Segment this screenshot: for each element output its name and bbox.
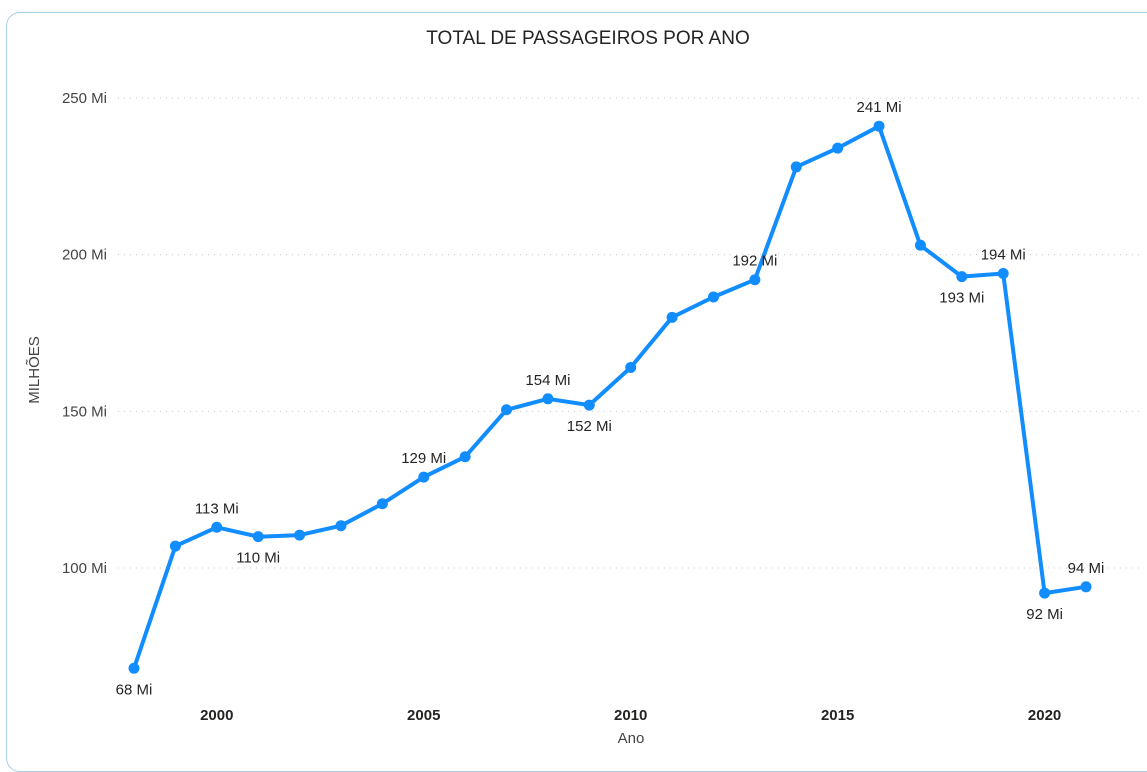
y-axis-ticks: 100 Mi 150 Mi 200 Mi 250 Mi [62, 90, 107, 577]
data-point-2004 [376, 498, 388, 510]
data-label-2013: 192 Mi [732, 253, 777, 270]
x-tick-label: 2015 [821, 707, 854, 724]
data-point-2021 [1080, 581, 1092, 593]
data-label-2019: 194 Mi [981, 246, 1026, 263]
data-point-2017 [914, 239, 926, 251]
data-point-1999 [169, 540, 181, 552]
data-label-2008: 154 Mi [525, 372, 570, 389]
data-point-2013 [749, 274, 761, 286]
data-point-2016 [873, 120, 885, 132]
data-label-2001: 110 Mi [236, 550, 280, 567]
data-label-2018: 193 Mi [939, 290, 984, 307]
data-point-2002 [294, 529, 306, 541]
x-tick-label: 2000 [200, 707, 233, 724]
data-point-2009 [583, 399, 595, 411]
x-tick-label: 2020 [1028, 707, 1061, 724]
data-label-2020: 92 Mi [1026, 606, 1063, 623]
data-labels: 68 Mi 113 Mi 110 Mi 129 Mi 154 Mi 152 Mi 192 M… [116, 99, 1105, 698]
x-tick-label: 2010 [614, 707, 647, 724]
series-passageiros [128, 120, 1092, 674]
data-point-1998 [128, 662, 140, 674]
x-tick-label: 2005 [407, 707, 440, 724]
data-label-2021: 94 Mi [1068, 560, 1105, 577]
data-label-2009: 152 Mi [567, 418, 612, 435]
chart-title: TOTAL DE PASSAGEIROS POR ANO [426, 28, 749, 49]
y-axis-title: MILHÕES [26, 336, 43, 404]
series-line [132, 124, 1088, 671]
data-label-2005: 129 Mi [401, 450, 446, 467]
data-point-2018 [956, 271, 968, 283]
data-point-2003 [335, 520, 347, 532]
data-point-2007 [501, 404, 513, 416]
data-point-2020 [1039, 587, 1051, 599]
data-point-2008 [542, 393, 554, 405]
data-point-2012 [707, 291, 719, 303]
data-point-2000 [211, 521, 223, 533]
data-point-2015 [832, 142, 844, 154]
data-point-2006 [459, 451, 471, 463]
x-axis-title: Ano [618, 730, 645, 747]
y-tick-label: 100 Mi [62, 560, 107, 577]
data-point-2005 [418, 471, 430, 483]
line-chart: TOTAL DE PASSAGEIROS POR ANO 100 Mi 150 M… [26, 28, 1140, 747]
gridlines [118, 97, 1140, 569]
data-label-2000: 113 Mi [195, 500, 239, 517]
data-point-2001 [252, 531, 264, 543]
data-label-1998: 68 Mi [116, 681, 153, 698]
y-tick-label: 150 Mi [62, 403, 107, 420]
data-point-2010 [625, 361, 637, 373]
data-point-2011 [666, 311, 678, 323]
y-tick-label: 200 Mi [62, 247, 107, 264]
y-tick-label: 250 Mi [62, 90, 107, 107]
x-axis-ticks: 2000 2005 2010 2015 2020 [200, 707, 1061, 724]
data-point-2014 [790, 161, 802, 173]
chart-card [6, 12, 1147, 772]
data-label-2016: 241 Mi [857, 99, 902, 116]
data-point-2019 [997, 267, 1009, 279]
